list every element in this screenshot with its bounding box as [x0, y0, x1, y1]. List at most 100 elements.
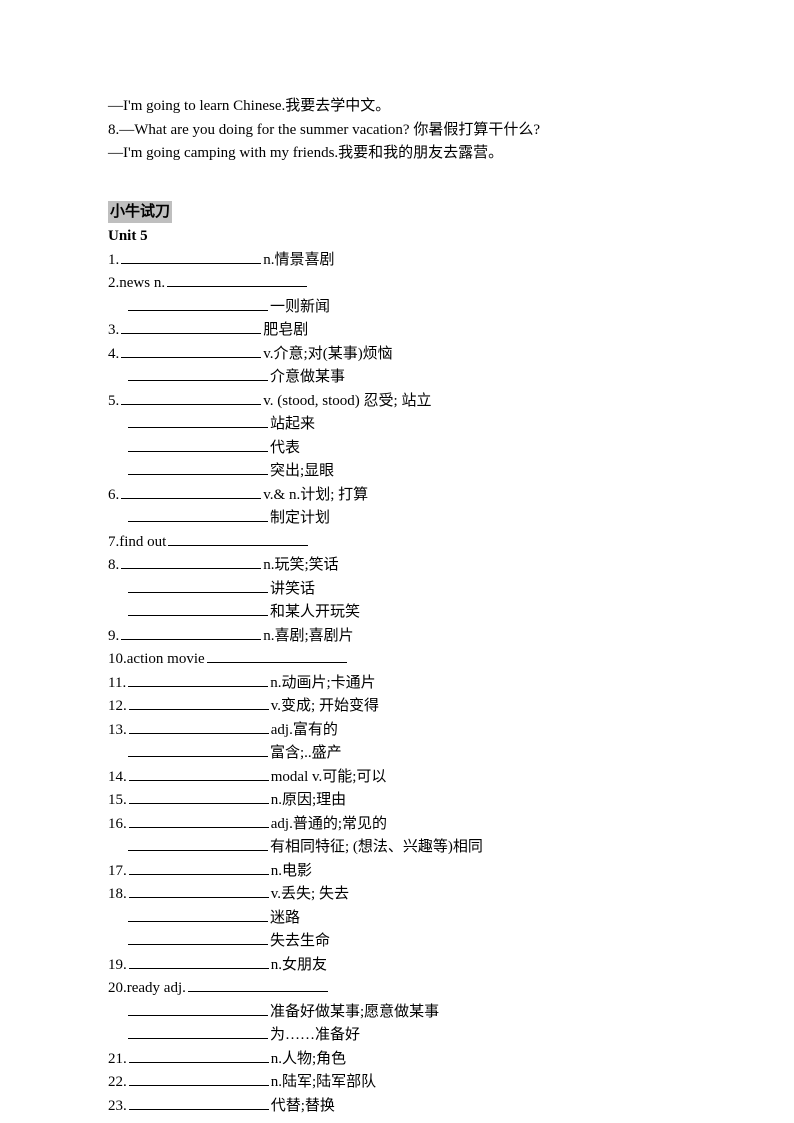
sub-text: 富含;..盛产 [270, 742, 342, 765]
sub-line: 迷路 [108, 907, 686, 930]
item-number: 21. [108, 1048, 127, 1071]
item-line: 17. n.电影 [108, 860, 686, 883]
fill-blank[interactable] [121, 625, 261, 640]
fill-blank[interactable] [121, 554, 261, 569]
item-prefix: action movie [127, 648, 205, 671]
fill-blank[interactable] [121, 319, 261, 334]
fill-blank[interactable] [128, 460, 268, 475]
item-text: v.丢失; 失去 [271, 883, 349, 906]
item-text: adj.富有的 [271, 719, 338, 742]
item-line: 11. n.动画片;卡通片 [108, 672, 686, 695]
fill-blank[interactable] [121, 343, 261, 358]
sub-text: 失去生命 [270, 930, 330, 953]
item-text: modal v.可能;可以 [271, 766, 387, 789]
fill-blank[interactable] [129, 883, 269, 898]
item-number: 17. [108, 860, 127, 883]
sub-text: 准备好做某事;愿意做某事 [270, 1001, 439, 1024]
fill-blank[interactable] [128, 930, 268, 945]
sub-text: 为……准备好 [270, 1024, 360, 1047]
fill-blank[interactable] [128, 1001, 268, 1016]
fill-blank[interactable] [128, 742, 268, 757]
item-line: 9. n.喜剧;喜剧片 [108, 625, 686, 648]
sub-line: 一则新闻 [108, 296, 686, 319]
fill-blank[interactable] [168, 531, 308, 546]
sub-line: 为……准备好 [108, 1024, 686, 1047]
sub-text: 代表 [270, 437, 300, 460]
fill-blank[interactable] [188, 977, 328, 992]
item-text: n.玩笑;笑话 [263, 554, 338, 577]
fill-blank[interactable] [128, 601, 268, 616]
fill-blank[interactable] [128, 1024, 268, 1039]
item-line: 6. v.& n.计划; 打算 [108, 484, 686, 507]
item-text: n.情景喜剧 [263, 249, 334, 272]
fill-blank[interactable] [128, 578, 268, 593]
item-text: 代替;替换 [271, 1095, 335, 1118]
sub-line: 站起来 [108, 413, 686, 436]
fill-blank[interactable] [129, 1095, 269, 1110]
intro-line: —I'm going camping with my friends.我要和我的… [108, 142, 686, 165]
fill-blank[interactable] [129, 1048, 269, 1063]
fill-blank[interactable] [129, 1071, 269, 1086]
fill-blank[interactable] [128, 366, 268, 381]
fill-blank[interactable] [129, 954, 269, 969]
intro-line: —I'm going to learn Chinese.我要去学中文。 [108, 95, 686, 118]
item-text: n.人物;角色 [271, 1048, 346, 1071]
item-number: 14. [108, 766, 127, 789]
item-line: 22. n.陆军;陆军部队 [108, 1071, 686, 1094]
item-number: 22. [108, 1071, 127, 1094]
item-line: 14. modal v.可能;可以 [108, 766, 686, 789]
fill-blank[interactable] [128, 413, 268, 428]
sub-line: 富含;..盛产 [108, 742, 686, 765]
item-number: 23. [108, 1095, 127, 1118]
item-line: 1. n.情景喜剧 [108, 249, 686, 272]
fill-blank[interactable] [121, 390, 261, 405]
item-line: 5. v. (stood, stood) 忍受; 站立 [108, 390, 686, 413]
fill-blank[interactable] [129, 789, 269, 804]
item-text: v. (stood, stood) 忍受; 站立 [263, 390, 431, 413]
sub-line: 讲笑话 [108, 578, 686, 601]
sub-line: 失去生命 [108, 930, 686, 953]
sub-text: 有相同特征; (想法、兴趣等)相同 [270, 836, 483, 859]
fill-blank[interactable] [128, 507, 268, 522]
item-text: v.& n.计划; 打算 [263, 484, 368, 507]
fill-blank[interactable] [128, 437, 268, 452]
fill-blank[interactable] [128, 907, 268, 922]
fill-blank[interactable] [121, 249, 261, 264]
item-text: v.介意;对(某事)烦恼 [263, 343, 392, 366]
item-line: 20. ready adj. [108, 977, 686, 1000]
item-text: n.动画片;卡通片 [270, 672, 375, 695]
fill-blank[interactable] [129, 695, 269, 710]
fill-blank[interactable] [167, 272, 307, 287]
item-line: 2. news n. [108, 272, 686, 295]
item-line: 12. v.变成; 开始变得 [108, 695, 686, 718]
fill-blank[interactable] [128, 296, 268, 311]
sub-text: 和某人开玩笑 [270, 601, 360, 624]
fill-blank[interactable] [128, 672, 268, 687]
fill-blank[interactable] [129, 813, 269, 828]
item-number: 19. [108, 954, 127, 977]
fill-blank[interactable] [129, 719, 269, 734]
sub-text: 突出;显眼 [270, 460, 334, 483]
item-number: 7. [108, 531, 119, 554]
sub-text: 迷路 [270, 907, 300, 930]
item-line: 13. adj.富有的 [108, 719, 686, 742]
fill-blank[interactable] [121, 484, 261, 499]
fill-blank[interactable] [207, 648, 347, 663]
fill-blank[interactable] [129, 766, 269, 781]
item-text: n.原因;理由 [271, 789, 346, 812]
item-number: 6. [108, 484, 119, 507]
item-prefix: ready adj. [127, 977, 186, 1000]
item-number: 13. [108, 719, 127, 742]
item-line: 3. 肥皂剧 [108, 319, 686, 342]
item-number: 9. [108, 625, 119, 648]
item-prefix: find out [119, 531, 166, 554]
sub-line: 和某人开玩笑 [108, 601, 686, 624]
fill-blank[interactable] [128, 836, 268, 851]
sub-text: 站起来 [270, 413, 315, 436]
item-number: 11. [108, 672, 126, 695]
item-line: 8. n.玩笑;笑话 [108, 554, 686, 577]
sub-line: 介意做某事 [108, 366, 686, 389]
fill-blank[interactable] [129, 860, 269, 875]
item-number: 18. [108, 883, 127, 906]
item-text: n.电影 [271, 860, 312, 883]
